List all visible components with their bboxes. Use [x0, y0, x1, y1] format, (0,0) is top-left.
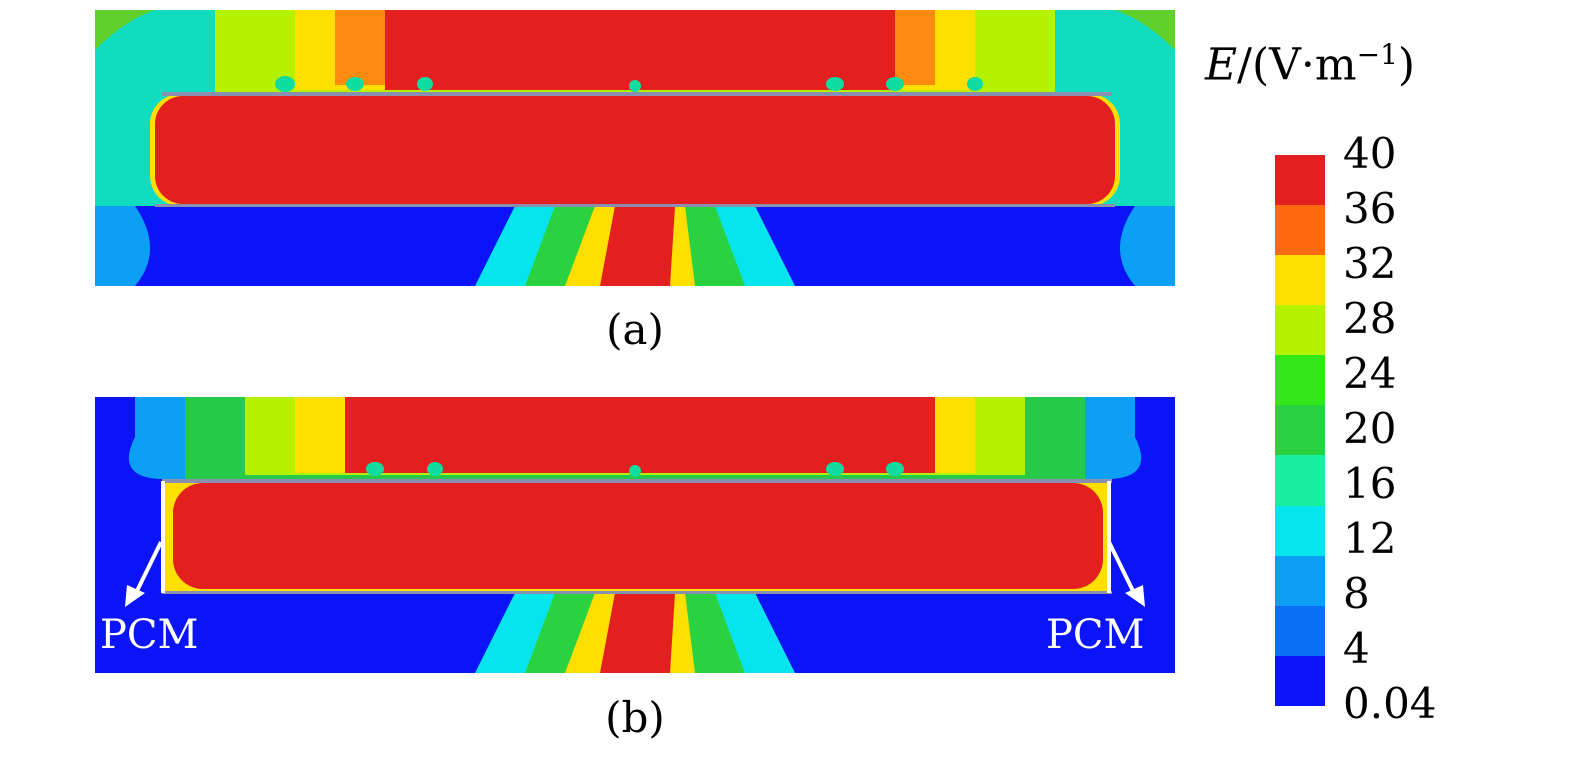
colorbar-title-close: )	[1397, 39, 1416, 91]
field-map-b-svg	[95, 397, 1175, 673]
colorbar-segment	[1275, 505, 1325, 556]
colorbar-segment	[1275, 455, 1325, 506]
panel-b-caption: (b)	[605, 693, 665, 742]
colorbar-tick-label: 8	[1343, 569, 1370, 618]
colorbar-segment	[1275, 255, 1325, 306]
colorbar-segment	[1275, 155, 1325, 206]
colorbar-segment	[1275, 355, 1325, 406]
pcm-label-left: PCM	[100, 612, 199, 658]
panel-a-caption: (a)	[606, 305, 664, 354]
field-map-a-svg	[95, 10, 1175, 286]
colorbar-tick-label: 16	[1343, 459, 1397, 508]
colorbar-segment	[1275, 605, 1325, 656]
colorbar-title: E/(V·m−1)	[1205, 38, 1415, 91]
colorbar-tick-label: 40	[1343, 129, 1397, 178]
colorbar-tick-label: 0.04	[1343, 679, 1437, 728]
colorbar-tick-label: 20	[1343, 404, 1397, 453]
colorbar-tick-label: 4	[1343, 624, 1370, 673]
colorbar-tick-label: 12	[1343, 514, 1397, 563]
colorbar-tick-label: 32	[1343, 239, 1397, 288]
field-map-panel-a	[95, 10, 1175, 286]
colorbar-segment	[1275, 405, 1325, 456]
colorbar-segment	[1275, 205, 1325, 256]
colorbar-tick-label: 24	[1343, 349, 1397, 398]
colorbar-segment	[1275, 555, 1325, 606]
pcm-label-right: PCM	[1046, 612, 1145, 658]
field-map-panel-b	[95, 397, 1175, 673]
colorbar-segment	[1275, 305, 1325, 356]
colorbar-title-variable: E	[1205, 39, 1238, 91]
colorbar-segment	[1275, 655, 1325, 706]
colorbar	[1275, 155, 1325, 706]
colorbar-title-unit: /(V·m	[1237, 39, 1357, 91]
colorbar-tick-label: 28	[1343, 294, 1397, 343]
colorbar-tick-label: 36	[1343, 184, 1397, 233]
colorbar-title-exponent: −1	[1356, 38, 1398, 71]
